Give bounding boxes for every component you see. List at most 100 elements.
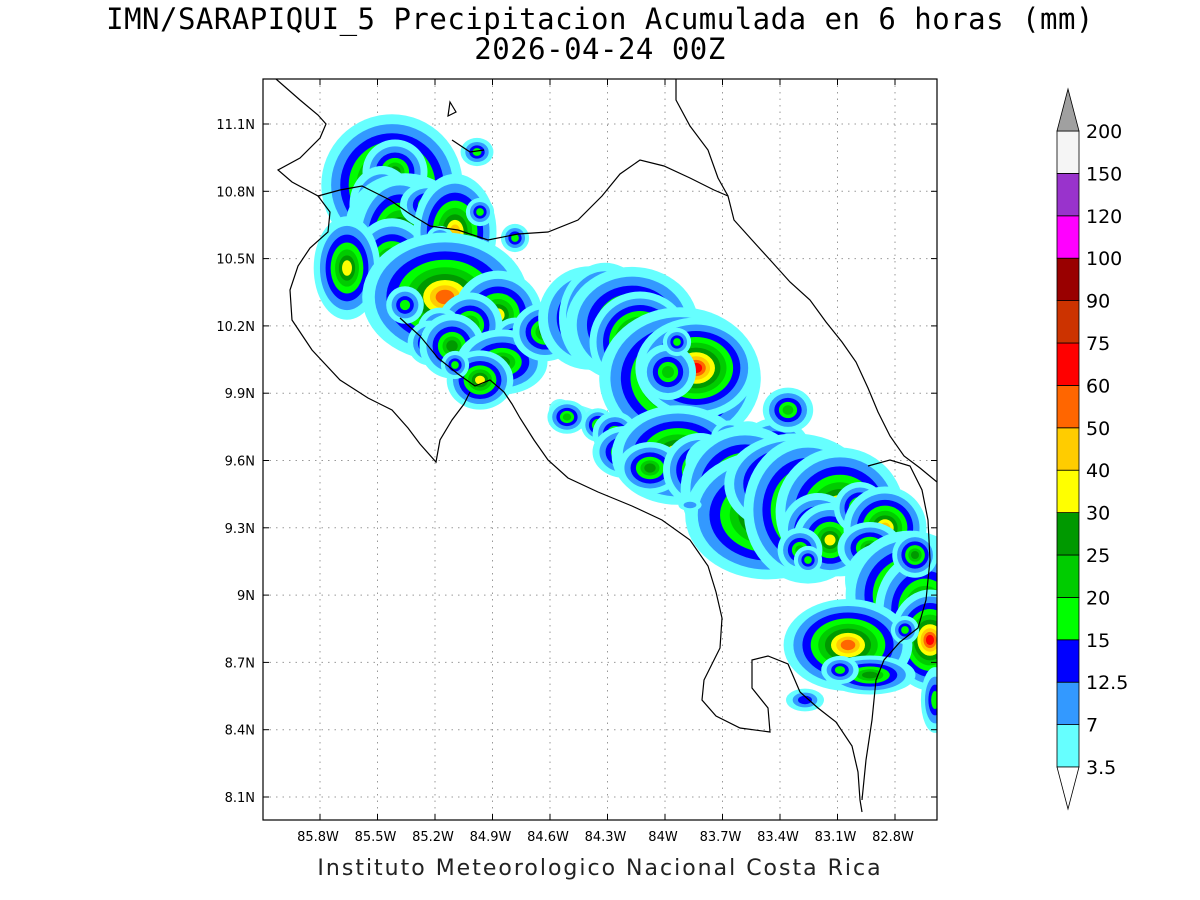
map-subtitle-datetime: 2026-04-24 00Z — [474, 32, 726, 66]
border-nicaragua — [317, 159, 729, 241]
lat-tick-label: 10.5N — [216, 253, 255, 268]
precip-contour — [782, 405, 794, 415]
precip-contour — [840, 639, 856, 651]
colorbar-label: 30 — [1086, 503, 1110, 525]
lon-tick-label: 84.9W — [470, 830, 512, 845]
lon-tick-label: 84.3W — [585, 830, 627, 845]
precip-contour — [644, 463, 656, 473]
precip-contour — [931, 691, 937, 709]
precip-contour — [911, 551, 919, 559]
lon-tick-label: 84.6W — [527, 830, 569, 845]
longitude-ticks: 85.8W 85.5W 85.2W 84.9W 84.6W 84.3W 84W 83.7W 83… — [297, 79, 914, 845]
latitude-ticks: 11.1N 10.8N 10.5N 10.2N 9.9N 9.6N 9.3N 9N 8.7N 8.… — [216, 118, 937, 806]
map-footer-credit: Instituto Meteorologico Nacional Costa R… — [317, 856, 883, 881]
lon-tick-label: 83.1W — [815, 830, 857, 845]
coastline-caribbean — [675, 79, 937, 483]
colorbar-label: 150 — [1086, 163, 1122, 185]
lon-tick-label: 82.8W — [872, 830, 914, 845]
precip-cell — [547, 400, 587, 434]
lat-tick-label: 8.4N — [225, 724, 255, 739]
lon-tick-label: 83.4W — [757, 830, 799, 845]
precip-contour — [562, 413, 572, 421]
precip-contour — [399, 299, 411, 311]
map-title: IMN/SARAPIQUI_5 Precipitacion Acumulada … — [106, 2, 1094, 36]
precip-cell — [920, 667, 937, 733]
colorbar-label: 3.5 — [1086, 757, 1116, 779]
precip-contour — [834, 666, 846, 674]
precip-cell — [662, 327, 692, 357]
precip-cell — [500, 223, 530, 253]
lon-tick-label: 85.8W — [297, 830, 339, 845]
colorbar-label: 60 — [1086, 375, 1110, 397]
colorbar-label: 20 — [1086, 587, 1110, 609]
lon-tick-label: 85.5W — [355, 830, 397, 845]
lake-edge — [451, 139, 485, 153]
lon-tick-label: 84W — [648, 830, 678, 845]
colorbar-swatch — [1056, 300, 1080, 344]
colorbar-swatch — [1056, 554, 1080, 598]
coastline-north — [275, 79, 471, 464]
precip-cell — [783, 599, 913, 691]
precip-contour — [662, 366, 674, 378]
coastline-gulf — [399, 317, 863, 813]
precip-contour — [342, 260, 352, 276]
precip-contour — [511, 234, 519, 242]
lat-tick-label: 10.8N — [216, 185, 255, 200]
colorbar-swatch — [1056, 257, 1080, 302]
precip-cell — [762, 387, 814, 433]
precip-contour — [476, 208, 484, 216]
precip-cell — [892, 532, 937, 578]
colorbar-swatch — [1056, 342, 1080, 386]
colorbar-swatch — [1056, 597, 1080, 641]
colorbar-swatch — [1056, 512, 1080, 556]
precip-contour — [824, 534, 836, 546]
lat-tick-label: 9.3N — [225, 522, 255, 537]
lat-tick-label: 9N — [237, 589, 255, 604]
precip-contour — [475, 375, 485, 385]
map-frame — [262, 78, 938, 821]
colorbar-swatch — [1056, 724, 1080, 768]
colorbar-swatch — [1056, 469, 1080, 514]
colorbar-swatch — [1056, 427, 1080, 471]
colorbar-label: 15 — [1086, 630, 1110, 652]
precip-cell — [793, 545, 823, 575]
colorbar-label: 12.5 — [1086, 672, 1128, 694]
colorbar-label: 75 — [1086, 333, 1110, 355]
lon-tick-label: 85.2W — [412, 830, 454, 845]
colorbar-bottom-arrow — [1056, 766, 1080, 811]
precip-contour — [925, 634, 935, 646]
border-panama — [861, 459, 931, 801]
precip-cell — [678, 499, 702, 511]
precip-contour — [683, 501, 697, 509]
colorbar-label: 7 — [1086, 715, 1098, 737]
precip-cell — [890, 615, 920, 645]
colorbar-label: 50 — [1086, 418, 1110, 440]
precip-cell — [440, 350, 470, 380]
colorbar-swatch — [1056, 130, 1080, 174]
precip-cell — [821, 655, 859, 685]
precip-cell — [386, 286, 424, 324]
precip-cell — [617, 442, 683, 494]
colorbar-label: 200 — [1086, 121, 1122, 143]
precip-cell — [786, 688, 824, 712]
colorbar-label: 100 — [1086, 248, 1122, 270]
colorbar-label: 40 — [1086, 460, 1110, 482]
precip-contour — [446, 340, 458, 352]
colorbar-legend: 3.5 7 12.5 15 20 25 30 40 50 60 75 90 100 120 150 200 — [1056, 87, 1128, 811]
precip-cell — [460, 137, 494, 167]
lat-tick-label: 10.2N — [216, 320, 255, 335]
colorbar-swatch — [1056, 172, 1080, 217]
colorbar-label: 120 — [1086, 206, 1122, 228]
colorbar-label: 90 — [1086, 291, 1110, 313]
lat-tick-label: 8.7N — [225, 656, 255, 671]
colorbar-swatch — [1056, 215, 1080, 259]
coastlines-borders — [275, 79, 937, 813]
lat-tick-label: 11.1N — [216, 118, 255, 133]
lon-tick-label: 83.7W — [700, 830, 742, 845]
colorbar-top-arrow — [1056, 87, 1080, 132]
precip-contour — [451, 361, 459, 369]
island-north — [447, 100, 457, 118]
precip-cell — [465, 197, 495, 227]
colorbar-swatch — [1056, 384, 1080, 429]
lat-tick-label: 9.6N — [225, 455, 255, 470]
